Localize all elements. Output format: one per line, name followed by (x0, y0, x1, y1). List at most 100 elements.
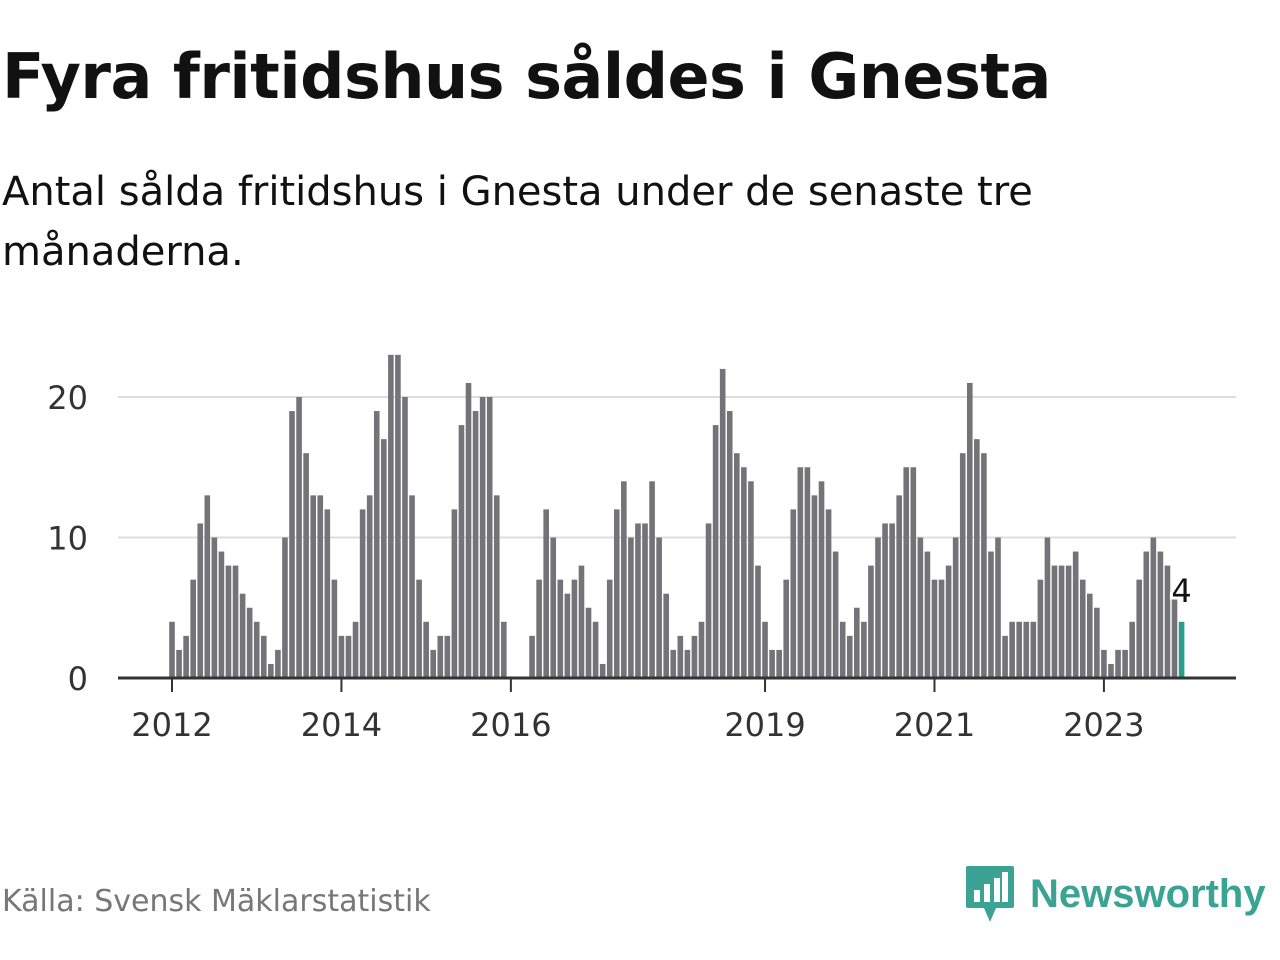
bar (1136, 579, 1143, 678)
bar (1164, 565, 1171, 678)
bar (726, 411, 733, 678)
y-tick-label: 20 (47, 379, 88, 417)
bar (1044, 537, 1051, 678)
bar (359, 509, 366, 678)
bar (1129, 621, 1135, 678)
bar (296, 397, 302, 678)
bar (381, 439, 387, 678)
bar (578, 565, 585, 678)
bar (945, 565, 952, 678)
bar (797, 467, 804, 678)
bar (649, 481, 655, 678)
bar (861, 621, 867, 678)
bar (938, 579, 945, 678)
bar (1101, 649, 1107, 678)
bar (642, 523, 648, 678)
bar (253, 621, 260, 678)
bar (741, 467, 747, 678)
bar (338, 635, 345, 678)
bar (712, 425, 719, 678)
x-tick-label: 2016 (470, 706, 551, 744)
bar (1065, 565, 1072, 678)
x-tick-label: 2019 (724, 706, 805, 744)
bar (1037, 579, 1044, 678)
bar (896, 495, 902, 678)
bar (416, 579, 422, 678)
bar (734, 453, 740, 678)
bar (444, 635, 451, 678)
bar (169, 621, 175, 678)
chart-title: Fyra fritidshus såldes i Gnesta (2, 40, 1051, 113)
bar (656, 537, 662, 678)
bar (670, 649, 677, 678)
bar (176, 649, 182, 678)
bar (183, 635, 189, 678)
bar (1171, 593, 1178, 678)
bar (472, 411, 479, 678)
bar (501, 621, 507, 678)
bar (423, 621, 429, 678)
bar-latest (1178, 621, 1185, 678)
bar (592, 621, 599, 678)
bar (846, 635, 853, 678)
bar (988, 551, 994, 678)
bar (211, 537, 218, 678)
bar (705, 523, 712, 678)
bar (677, 635, 684, 678)
bar (1009, 621, 1015, 678)
bar (910, 467, 917, 678)
bar (225, 565, 232, 678)
bar (966, 382, 973, 678)
bar (783, 579, 790, 678)
bar (811, 495, 818, 678)
bar (628, 537, 634, 678)
bar (599, 663, 606, 678)
x-tick-label: 2012 (131, 706, 212, 744)
bar (543, 509, 549, 678)
bar (324, 509, 331, 678)
bar (585, 607, 592, 678)
brand-logo: Newsworthy (964, 864, 1266, 924)
bar (204, 495, 211, 678)
bar (825, 509, 832, 678)
bar (395, 354, 401, 678)
labels: 0 10 20 2012 2014 2016 2019 2021 2023 4 (47, 379, 1194, 744)
x-tick-label: 2014 (301, 706, 382, 744)
bar (1094, 607, 1100, 678)
bar (1051, 565, 1058, 678)
newsworthy-logo-icon (966, 866, 1014, 922)
bar (663, 593, 669, 678)
bar (268, 663, 274, 678)
bar (409, 495, 415, 678)
brand-name: Newsworthy (1030, 871, 1266, 916)
bar (832, 551, 839, 678)
bar (776, 649, 782, 678)
bar (557, 579, 564, 678)
bar (804, 467, 811, 678)
x-tick-label: 2021 (894, 706, 975, 744)
bar (974, 439, 980, 678)
bar (917, 537, 924, 678)
bars (169, 354, 1185, 678)
x-tick-label: 2023 (1063, 706, 1144, 744)
bar (260, 635, 267, 678)
bar (790, 509, 797, 678)
bar (959, 453, 966, 678)
bar (550, 537, 557, 678)
bar (1072, 551, 1079, 678)
bar (1115, 649, 1121, 678)
bar (1030, 621, 1037, 678)
bar (684, 649, 691, 678)
bar (275, 649, 281, 678)
bar (345, 635, 352, 678)
bar (352, 621, 359, 678)
bar (613, 509, 620, 678)
bar (430, 649, 437, 678)
bar (762, 621, 768, 678)
bar (1016, 621, 1022, 678)
bar (1143, 551, 1150, 678)
bar (373, 411, 380, 678)
bar (1122, 649, 1128, 678)
bar (317, 495, 324, 678)
bar (218, 551, 225, 678)
